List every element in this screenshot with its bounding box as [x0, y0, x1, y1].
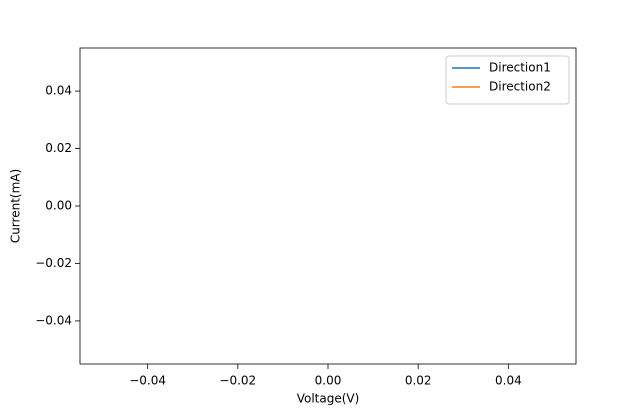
- x-tick-label: 0.02: [405, 374, 432, 388]
- y-tick-label: 0.04: [45, 84, 72, 98]
- legend-label: Direction1: [489, 61, 551, 75]
- legend-label: Direction2: [489, 80, 551, 94]
- y-axis-label: Current(mA): [9, 169, 23, 243]
- y-tick-label: 0.02: [45, 141, 72, 155]
- y-tick-label: 0.00: [45, 199, 72, 213]
- plot-frame: [79, 47, 577, 365]
- y-tick-label: −0.04: [35, 313, 72, 327]
- x-axis-label: Voltage(V): [297, 392, 360, 406]
- x-tick-label: −0.04: [129, 374, 166, 388]
- x-tick-label: −0.02: [219, 374, 256, 388]
- y-tick-label: −0.02: [35, 256, 72, 270]
- x-tick-label: 0.00: [315, 374, 342, 388]
- x-tick-label: 0.04: [495, 374, 522, 388]
